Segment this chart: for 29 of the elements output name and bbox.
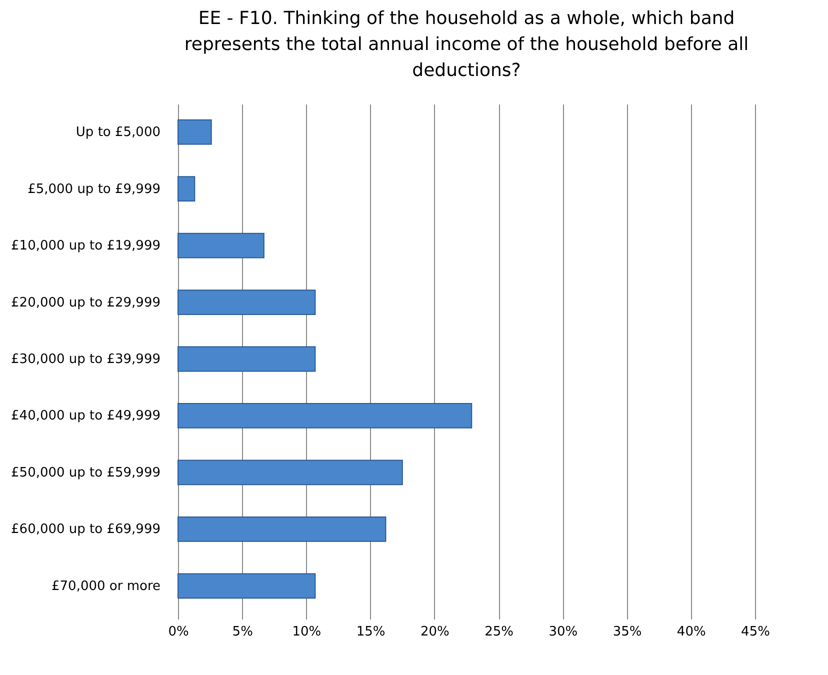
y-tick-label: £60,000 up to £69,999 [11,522,160,538]
x-tick-label: 25% [484,624,514,640]
chart-title: EE - F10. Thinking of the household as a whole, which band represents the total annual income of the household before all deductions? [184,8,749,81]
y-tick-label: £20,000 up to £29,999 [11,295,160,310]
bar [178,176,196,202]
y-tick-label: £30,000 up to £39,999 [11,352,160,367]
x-tick-label: 5% [232,624,253,640]
y-tick-label: £50,000 up to £59,999 [11,465,160,480]
bar [178,346,316,372]
x-tick-label: 30% [548,624,578,640]
y-tick-label: £40,000 up to £49,999 [11,408,160,424]
bar [178,119,212,145]
y-tick-label: £70,000 or more [52,578,160,594]
x-tick-label: 40% [676,624,706,640]
x-tick-label: 0% [168,624,189,640]
x-tick-label: 15% [356,624,386,640]
bar [178,290,316,315]
x-tick-label: 20% [420,624,450,640]
bar [178,403,472,428]
bar [178,573,316,599]
bar [178,516,386,542]
x-tick-label: 35% [612,624,642,640]
x-tick-label: 10% [292,624,322,640]
bar [178,460,403,486]
y-tick-label: Up to £5,000 [76,125,160,140]
y-tick-label: £10,000 up to £19,999 [11,238,160,254]
x-tick-label: 45% [741,624,770,640]
y-tick-label: £5,000 up to £9,999 [28,182,160,197]
bar [178,232,264,258]
